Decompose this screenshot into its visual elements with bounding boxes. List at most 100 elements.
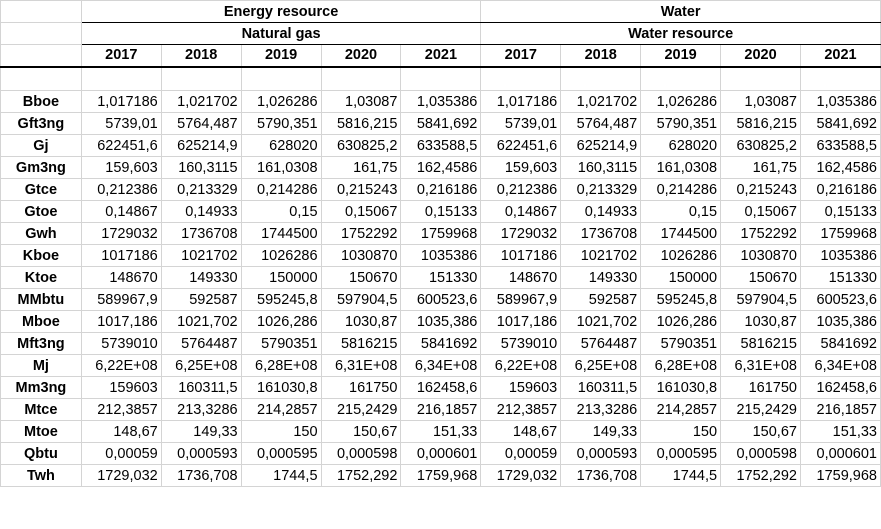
row-label[interactable]: Gtoe xyxy=(0,200,82,223)
table-cell[interactable]: 1017,186 xyxy=(480,310,562,333)
table-cell[interactable]: 5764,487 xyxy=(560,112,642,135)
table-cell[interactable]: 1736,708 xyxy=(560,464,642,487)
table-cell[interactable]: 0,215243 xyxy=(320,178,402,201)
table-cell[interactable]: 595245,8 xyxy=(240,288,322,311)
corner-cell[interactable] xyxy=(0,22,82,45)
table-cell[interactable]: 212,3857 xyxy=(480,398,562,421)
table-cell[interactable]: 6,31E+08 xyxy=(320,354,402,377)
table-cell[interactable]: 159,603 xyxy=(80,156,162,179)
table-cell[interactable]: 597904,5 xyxy=(320,288,402,311)
row-label[interactable]: Gtce xyxy=(0,178,82,201)
table-cell[interactable]: 1026,286 xyxy=(240,310,322,333)
table-cell[interactable]: 150000 xyxy=(640,266,722,289)
table-cell[interactable]: 150 xyxy=(240,420,322,443)
table-cell[interactable]: 5816,215 xyxy=(720,112,801,135)
table-cell[interactable]: 1752,292 xyxy=(320,464,402,487)
empty-cell[interactable] xyxy=(799,66,881,91)
table-cell[interactable]: 1035386 xyxy=(799,244,881,267)
table-cell[interactable]: 0,15 xyxy=(640,200,722,223)
table-cell[interactable]: 589967,9 xyxy=(480,288,562,311)
table-cell[interactable]: 1729032 xyxy=(80,222,162,245)
table-cell[interactable]: 159603 xyxy=(80,376,162,399)
table-cell[interactable]: 1021702 xyxy=(160,244,242,267)
table-cell[interactable]: 592587 xyxy=(160,288,242,311)
table-cell[interactable]: 148670 xyxy=(480,266,562,289)
table-cell[interactable]: 148670 xyxy=(80,266,162,289)
table-cell[interactable]: 0,14867 xyxy=(480,200,562,223)
table-cell[interactable]: 1744,5 xyxy=(240,464,322,487)
table-cell[interactable]: 592587 xyxy=(560,288,642,311)
table-cell[interactable]: 0,213329 xyxy=(560,178,642,201)
table-cell[interactable]: 5764487 xyxy=(160,332,242,355)
table-cell[interactable]: 0,15133 xyxy=(799,200,881,223)
table-cell[interactable]: 600523,6 xyxy=(799,288,881,311)
table-cell[interactable]: 1030870 xyxy=(320,244,402,267)
table-cell[interactable]: 625214,9 xyxy=(160,134,242,157)
table-cell[interactable]: 5816,215 xyxy=(320,112,402,135)
table-cell[interactable]: 622451,6 xyxy=(480,134,562,157)
table-cell[interactable]: 630825,2 xyxy=(320,134,402,157)
table-cell[interactable]: 1744,5 xyxy=(640,464,722,487)
table-cell[interactable]: 149,33 xyxy=(560,420,642,443)
table-cell[interactable]: 151,33 xyxy=(400,420,482,443)
table-cell[interactable]: 215,2429 xyxy=(720,398,801,421)
table-cell[interactable]: 1,03087 xyxy=(320,90,402,113)
row-label[interactable]: Mft3ng xyxy=(0,332,82,355)
table-cell[interactable]: 1752292 xyxy=(720,222,801,245)
table-cell[interactable]: 595245,8 xyxy=(640,288,722,311)
table-cell[interactable]: 0,212386 xyxy=(480,178,562,201)
row-label[interactable]: Kboe xyxy=(0,244,82,267)
year-header[interactable]: 2017 xyxy=(480,44,562,68)
table-cell[interactable]: 213,3286 xyxy=(160,398,242,421)
table-cell[interactable]: 6,22E+08 xyxy=(80,354,162,377)
table-cell[interactable]: 0,000595 xyxy=(640,442,722,465)
table-cell[interactable]: 5739010 xyxy=(480,332,562,355)
table-cell[interactable]: 5816215 xyxy=(720,332,801,355)
table-cell[interactable]: 5739,01 xyxy=(480,112,562,135)
table-cell[interactable]: 1,021702 xyxy=(160,90,242,113)
table-cell[interactable]: 1729,032 xyxy=(480,464,562,487)
table-cell[interactable]: 6,34E+08 xyxy=(799,354,881,377)
table-cell[interactable]: 149330 xyxy=(560,266,642,289)
empty-cell[interactable] xyxy=(560,66,642,91)
table-cell[interactable]: 151,33 xyxy=(799,420,881,443)
table-cell[interactable]: 6,25E+08 xyxy=(160,354,242,377)
empty-cell[interactable] xyxy=(320,66,402,91)
table-cell[interactable]: 148,67 xyxy=(480,420,562,443)
empty-cell[interactable] xyxy=(400,66,482,91)
table-cell[interactable]: 5816215 xyxy=(320,332,402,355)
table-cell[interactable]: 1030,87 xyxy=(320,310,402,333)
table-cell[interactable]: 5790,351 xyxy=(240,112,322,135)
row-label[interactable]: Gwh xyxy=(0,222,82,245)
table-cell[interactable]: 1,021702 xyxy=(560,90,642,113)
table-cell[interactable]: 5739,01 xyxy=(80,112,162,135)
table-cell[interactable]: 150 xyxy=(640,420,722,443)
corner-cell[interactable] xyxy=(0,0,82,23)
row-label[interactable]: Ktoe xyxy=(0,266,82,289)
table-cell[interactable]: 6,22E+08 xyxy=(480,354,562,377)
subgroup-header-natural-gas[interactable]: Natural gas xyxy=(80,22,482,45)
table-cell[interactable]: 1017186 xyxy=(80,244,162,267)
table-cell[interactable]: 216,1857 xyxy=(400,398,482,421)
table-cell[interactable]: 1030,87 xyxy=(720,310,801,333)
year-header[interactable]: 2017 xyxy=(80,44,162,68)
table-cell[interactable]: 633588,5 xyxy=(400,134,482,157)
table-cell[interactable]: 162,4586 xyxy=(400,156,482,179)
table-cell[interactable]: 216,1857 xyxy=(799,398,881,421)
empty-cell[interactable] xyxy=(0,66,82,91)
table-cell[interactable]: 5841692 xyxy=(400,332,482,355)
table-cell[interactable]: 5841692 xyxy=(799,332,881,355)
table-cell[interactable]: 0,15067 xyxy=(320,200,402,223)
table-cell[interactable]: 161,75 xyxy=(720,156,801,179)
table-cell[interactable]: 162458,6 xyxy=(400,376,482,399)
table-cell[interactable]: 0,14933 xyxy=(560,200,642,223)
table-cell[interactable]: 0,216186 xyxy=(799,178,881,201)
table-cell[interactable]: 162458,6 xyxy=(799,376,881,399)
table-cell[interactable]: 160,3115 xyxy=(560,156,642,179)
table-cell[interactable]: 6,25E+08 xyxy=(560,354,642,377)
table-cell[interactable]: 214,2857 xyxy=(240,398,322,421)
table-cell[interactable]: 0,000595 xyxy=(240,442,322,465)
table-cell[interactable]: 0,15 xyxy=(240,200,322,223)
row-label[interactable]: Twh xyxy=(0,464,82,487)
empty-cell[interactable] xyxy=(80,66,162,91)
